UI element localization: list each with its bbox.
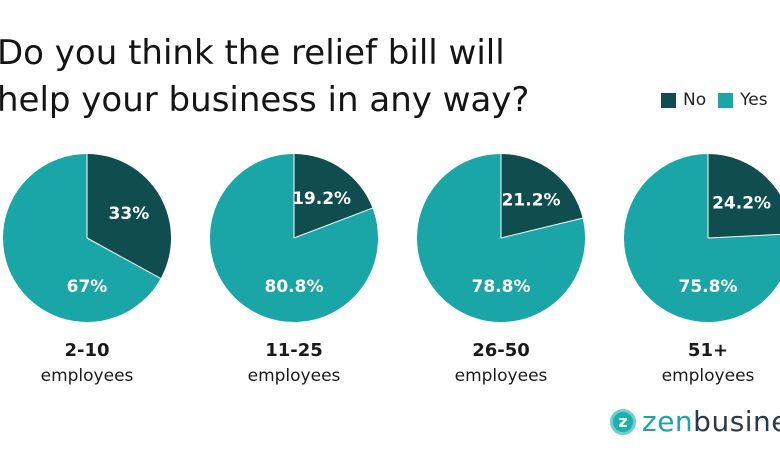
pie-1-label-yes: 80.8% <box>265 277 324 297</box>
logo-text-zen: zen <box>642 405 694 438</box>
pie-0-label-no: 33% <box>109 204 150 224</box>
chart-title-line-1: Do you think the relief bill will <box>0 33 505 73</box>
chart-title: Do you think the relief bill will help y… <box>0 30 557 124</box>
pie-3-label-no: 24.2% <box>712 194 771 214</box>
pie-2-category-top: 26-50 <box>472 340 530 361</box>
legend-swatch-no <box>661 92 676 108</box>
pie-3-divider-end <box>707 233 780 239</box>
pie-3-slice-yes <box>624 154 780 322</box>
pie-3-category-bottom: employees <box>662 366 755 386</box>
legend-item-yes: Yes <box>718 90 768 110</box>
pie-1-slice-no <box>294 154 373 238</box>
zenbusiness-logo: z zenbusiness <box>610 405 780 438</box>
pie-1-label-no: 19.2% <box>292 189 351 209</box>
chart-legend: No Yes <box>661 90 780 110</box>
pie-1-category-bottom: employees <box>248 366 341 386</box>
pie-0-slice-yes <box>3 154 161 322</box>
logo-wordmark: zenbusiness <box>642 405 780 438</box>
legend-item-no: No <box>661 90 706 110</box>
pie-3-slice-no <box>708 154 780 238</box>
legend-label-no: No <box>683 90 707 110</box>
pie-2-slice-no <box>501 154 583 238</box>
logo-mark-icon: z <box>610 408 636 435</box>
pie-3-category-top: 51+ <box>688 340 728 361</box>
pie-2-label-yes: 78.8% <box>472 277 531 297</box>
legend-swatch-yes <box>718 92 734 108</box>
pie-0-slice-no <box>87 154 172 279</box>
pie-3-label-yes: 75.8% <box>679 277 738 297</box>
pie-0-divider-end <box>86 237 161 279</box>
pie-2-category-bottom: employees <box>455 366 548 386</box>
pie-1-category-top: 11-25 <box>265 340 323 361</box>
pie-2-divider-end <box>500 217 583 239</box>
pie-0-category-top: 2-10 <box>64 340 109 361</box>
pie-0-category-bottom: employees <box>41 366 134 386</box>
pie-2-label-no: 21.2% <box>502 191 561 211</box>
pie-0-label-yes: 67% <box>67 277 108 297</box>
legend-label-yes: Yes <box>740 90 768 110</box>
logo-text-business: business <box>693 405 780 438</box>
chart-title-line-2: help your business in any way? <box>0 80 530 120</box>
pie-1-divider-end <box>293 207 373 239</box>
